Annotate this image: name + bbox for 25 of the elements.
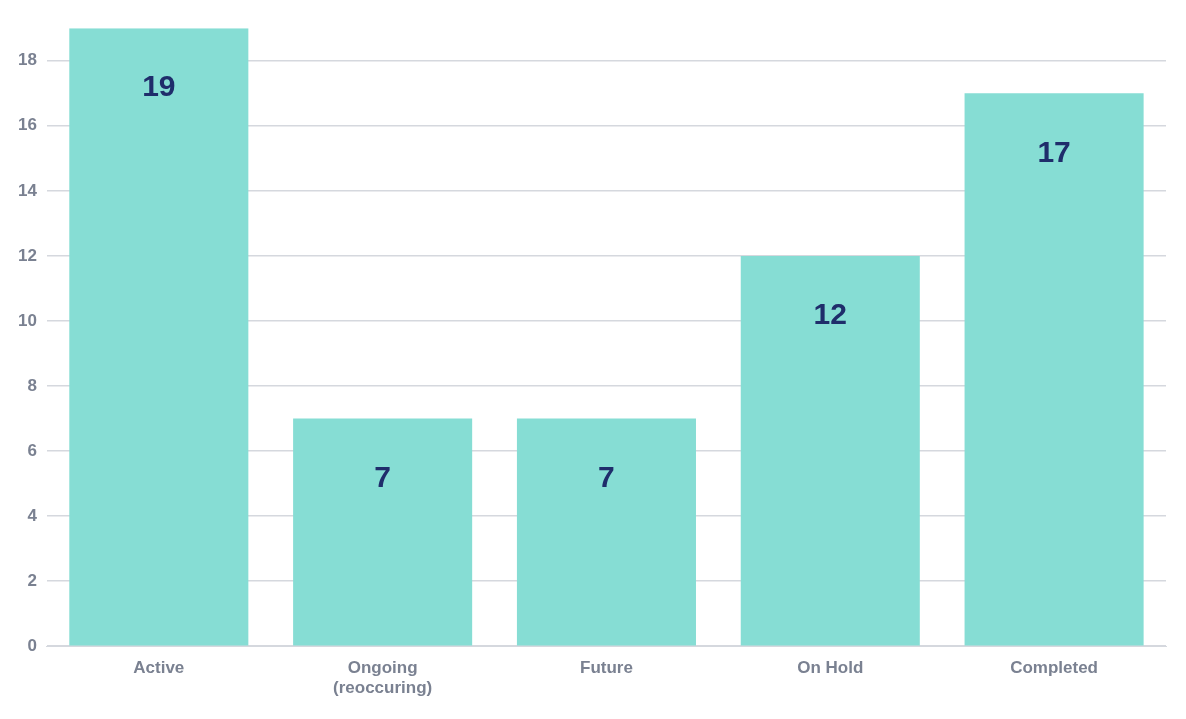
y-tick-label: 4 — [27, 505, 38, 525]
data-label: 19 — [142, 69, 176, 103]
bar — [740, 255, 920, 646]
y-tick-label: 0 — [27, 635, 37, 655]
x-tick-label: Active — [133, 658, 185, 678]
y-tick-label: 2 — [27, 570, 37, 590]
bar — [69, 28, 249, 646]
data-label: 17 — [1037, 134, 1071, 168]
data-label: 7 — [374, 459, 391, 493]
x-tick-label: Ongoing (reoccuring) — [333, 658, 433, 698]
y-tick-label: 8 — [27, 375, 37, 395]
x-tick-label: Future — [580, 658, 633, 678]
bar — [293, 418, 473, 646]
y-tick-label: 16 — [17, 115, 37, 135]
y-tick-label: 10 — [17, 310, 37, 330]
x-tick-label: On Hold — [797, 658, 864, 678]
bar — [516, 418, 696, 646]
data-label: 12 — [813, 297, 847, 331]
data-label: 7 — [598, 459, 615, 493]
y-tick-label: 12 — [17, 245, 37, 265]
y-tick-label: 18 — [17, 50, 37, 70]
y-tick-label: 14 — [17, 180, 38, 200]
bar — [964, 93, 1144, 646]
x-tick-label: Completed — [1010, 658, 1099, 678]
y-tick-label: 6 — [27, 440, 37, 460]
